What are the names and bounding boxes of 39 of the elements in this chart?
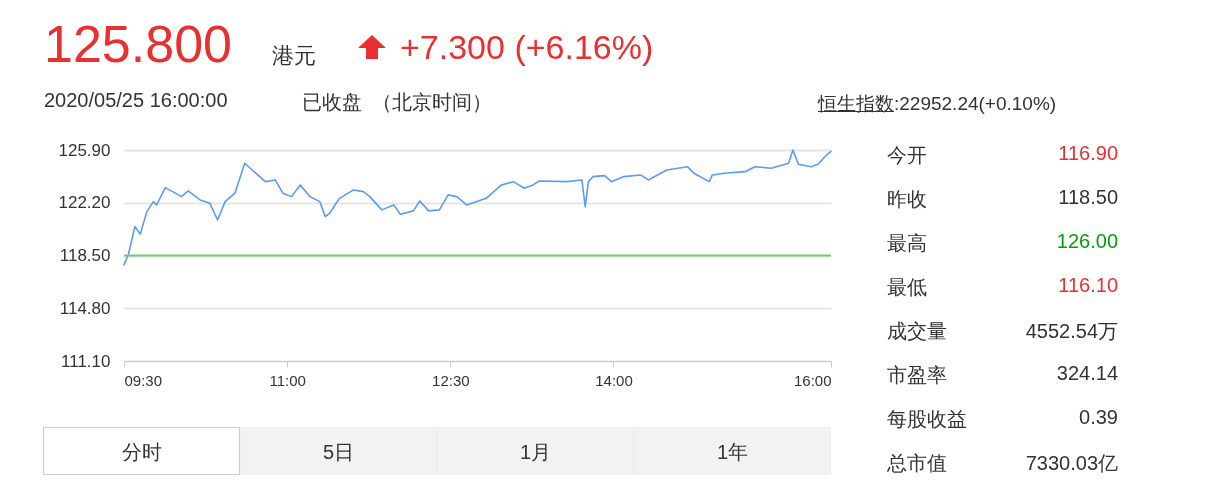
y-tick-label: 114.80 xyxy=(59,298,111,318)
text: 4552.54万 xyxy=(1025,319,1118,344)
text: 总市值 xyxy=(887,451,947,476)
y-tick-label: 111.10 xyxy=(61,351,111,371)
text: 已收盘 xyxy=(302,90,362,115)
text: 今开 xyxy=(887,143,927,168)
x-tick-label: 12:30 xyxy=(432,371,470,389)
text: 港元 xyxy=(272,42,316,70)
y-tick-label: 122.20 xyxy=(58,193,111,213)
text: 最高 xyxy=(887,231,927,256)
text: 2020/05/25 16:00:00 xyxy=(44,89,228,112)
text: 324.14 xyxy=(1056,362,1118,385)
text: 每股收益 xyxy=(887,407,967,432)
text: 分时 xyxy=(43,427,240,475)
text: 7330.03亿 xyxy=(1025,451,1118,476)
x-tick-label: 14:00 xyxy=(595,371,633,389)
text: 市盈率 xyxy=(887,363,947,388)
text: 118.50 xyxy=(1058,186,1118,209)
text: +7.300 (+6.16%) xyxy=(400,28,654,67)
text: 125.800 xyxy=(44,14,232,74)
text: 昨收 xyxy=(887,187,927,212)
text: 126.00 xyxy=(1056,230,1118,253)
x-tick-label: 09:30 xyxy=(124,371,163,389)
text: 1月 xyxy=(437,427,634,475)
text: 116.10 xyxy=(1058,274,1118,297)
text: 0.39 xyxy=(1079,406,1118,429)
text: :22952.24(+0.10%) xyxy=(894,93,1057,114)
text: 116.90 xyxy=(1058,142,1118,165)
y-tick-label: 118.50 xyxy=(59,246,111,265)
line-series xyxy=(123,149,832,266)
text: 1年 xyxy=(634,427,831,475)
text: 成交量 xyxy=(887,319,947,344)
text: 最低 xyxy=(887,275,927,300)
text: 5日 xyxy=(240,427,437,475)
text: （北京时间） xyxy=(372,90,492,115)
y-tick-label: 125.90 xyxy=(58,140,111,160)
text: 恒生指数 xyxy=(818,93,894,114)
x-tick-label: 11:00 xyxy=(269,371,306,389)
x-tick-label: 16:00 xyxy=(793,371,832,389)
